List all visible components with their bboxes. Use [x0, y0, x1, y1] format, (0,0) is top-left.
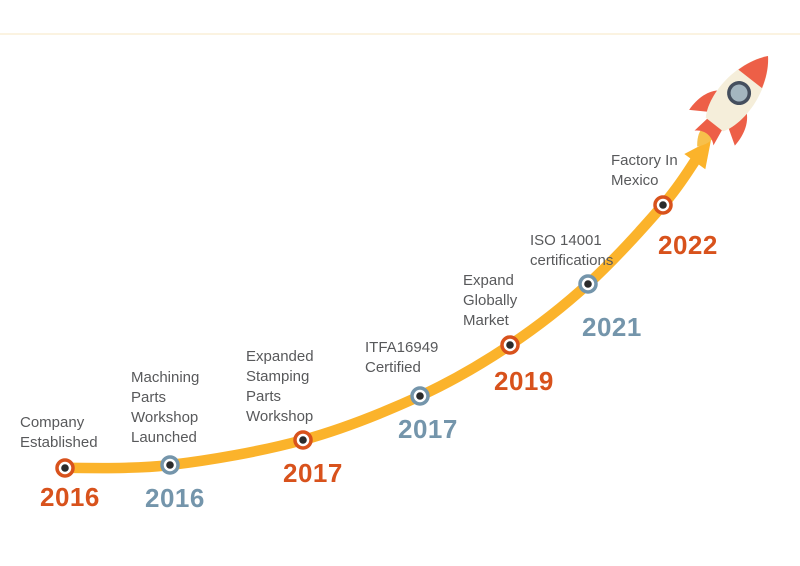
node-dot — [584, 280, 592, 288]
node-dot — [506, 341, 514, 349]
milestone-label-factory-in-mexico: Factory In Mexico — [611, 151, 678, 191]
label-line: Factory In — [611, 152, 678, 169]
label-line: Globally — [463, 292, 518, 309]
node-dot — [299, 436, 307, 444]
label-line: Workshop — [131, 409, 199, 426]
timeline-node-4 — [410, 386, 430, 406]
rocket-nose-cone — [738, 56, 769, 89]
node-dot — [659, 201, 667, 209]
label-line: Certified — [365, 359, 421, 376]
milestone-year-7: 2022 — [658, 230, 718, 260]
label-line: Stamping — [246, 368, 310, 385]
milestone-label-iso-14001-certifications: ISO 14001 certifications — [530, 231, 613, 271]
label-line: Machining — [131, 369, 200, 386]
timeline-node-6 — [578, 274, 598, 294]
label-line: Parts — [246, 388, 282, 405]
label-line: Established — [20, 434, 98, 451]
label-line: Company — [20, 414, 85, 431]
top-divider-line — [0, 33, 800, 35]
label-line: certifications — [530, 252, 614, 269]
label-line: Market — [463, 312, 509, 329]
timeline-node-2 — [160, 455, 180, 475]
label-line: Parts — [131, 389, 167, 406]
timeline-node-1 — [55, 458, 75, 478]
label-line: Expanded — [246, 348, 314, 365]
timeline-node-3 — [293, 430, 313, 450]
milestone-year-2: 2016 — [145, 483, 205, 513]
rocket-window — [730, 84, 748, 102]
milestone-year-1: 2016 — [40, 482, 100, 512]
milestone-year-3: 2017 — [283, 458, 343, 488]
label-line: Mexico — [611, 172, 659, 189]
timeline-node-7 — [653, 195, 673, 215]
node-dot — [61, 464, 69, 472]
milestone-year-5: 2019 — [494, 366, 554, 396]
milestone-year-6: 2021 — [582, 312, 642, 342]
milestone-year-4: 2017 — [398, 414, 458, 444]
timeline-node-5 — [500, 335, 520, 355]
label-line: Launched — [131, 429, 197, 446]
milestone-label-stamping-parts-workshop: Expanded Stamping Parts Workshop — [246, 347, 314, 427]
milestone-label-expand-globally-market: Expand Globally Market — [463, 271, 517, 331]
milestone-label-machining-parts-workshop: Machining Parts Workshop Launched — [131, 368, 199, 448]
rocket-icon — [689, 56, 769, 147]
label-line: Workshop — [246, 408, 314, 425]
arrow-head-icon — [684, 140, 711, 170]
milestone-label-itfa16949-certified: ITFA16949 Certified — [365, 338, 438, 378]
milestone-label-company-established: Company Established — [20, 413, 98, 453]
label-line: ITFA16949 — [365, 339, 439, 356]
label-line: ISO 14001 — [530, 232, 602, 249]
label-line: Expand — [463, 272, 514, 289]
node-dot — [166, 461, 174, 469]
node-dot — [416, 392, 424, 400]
